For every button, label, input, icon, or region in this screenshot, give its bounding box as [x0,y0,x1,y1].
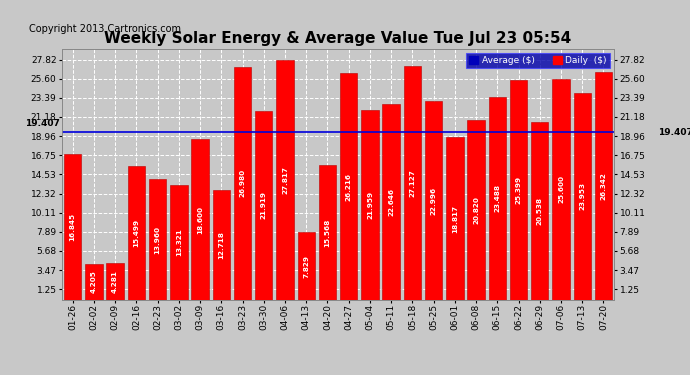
Text: 22.996: 22.996 [431,186,437,214]
Text: 19.407: 19.407 [658,128,690,137]
Text: 26.342: 26.342 [600,172,607,200]
Text: 23.953: 23.953 [579,183,585,210]
Text: 19.407: 19.407 [25,119,60,128]
Text: 15.499: 15.499 [133,219,139,247]
Text: 22.646: 22.646 [388,188,394,216]
Text: 4.281: 4.281 [112,270,118,293]
Text: 21.959: 21.959 [367,191,373,219]
Text: 7.829: 7.829 [303,255,309,278]
Bar [552,79,570,300]
Bar [170,185,188,300]
Bar [595,72,612,300]
Text: 4.205: 4.205 [91,270,97,293]
Text: 12.718: 12.718 [218,231,224,259]
Text: 27.817: 27.817 [282,166,288,194]
Bar [191,139,209,300]
Text: 25.399: 25.399 [515,176,522,204]
Legend: Average ($), Daily  ($): Average ($), Daily ($) [466,53,609,68]
Text: 18.817: 18.817 [452,205,458,232]
Bar [362,110,379,300]
Bar [340,74,357,300]
Bar [213,190,230,300]
Text: 26.216: 26.216 [346,173,352,201]
Bar [64,154,81,300]
Bar [106,263,124,300]
Text: 13.960: 13.960 [155,226,161,254]
Text: 27.127: 27.127 [409,169,415,196]
Bar [319,165,336,300]
Bar [467,120,485,300]
Bar [404,66,421,300]
Bar [425,101,442,300]
Text: 13.321: 13.321 [176,228,182,256]
Text: 16.845: 16.845 [70,213,76,241]
Bar [128,166,145,300]
Text: 20.820: 20.820 [473,196,479,224]
Bar [489,97,506,300]
Bar [446,137,464,300]
Bar [531,123,549,300]
Bar [234,67,251,300]
Bar [297,232,315,300]
Title: Weekly Solar Energy & Average Value Tue Jul 23 05:54: Weekly Solar Energy & Average Value Tue … [104,31,572,46]
Bar [149,179,166,300]
Text: 23.488: 23.488 [494,184,500,213]
Text: Copyright 2013 Cartronics.com: Copyright 2013 Cartronics.com [29,24,181,34]
Text: 18.600: 18.600 [197,206,203,234]
Bar [573,93,591,300]
Text: 25.600: 25.600 [558,176,564,203]
Text: 20.538: 20.538 [537,197,543,225]
Bar [382,104,400,300]
Text: 26.980: 26.980 [239,170,246,198]
Text: 15.568: 15.568 [324,219,331,247]
Bar [276,60,294,300]
Bar [510,81,527,300]
Text: 21.919: 21.919 [261,191,267,219]
Bar [86,264,103,300]
Bar [255,111,273,300]
